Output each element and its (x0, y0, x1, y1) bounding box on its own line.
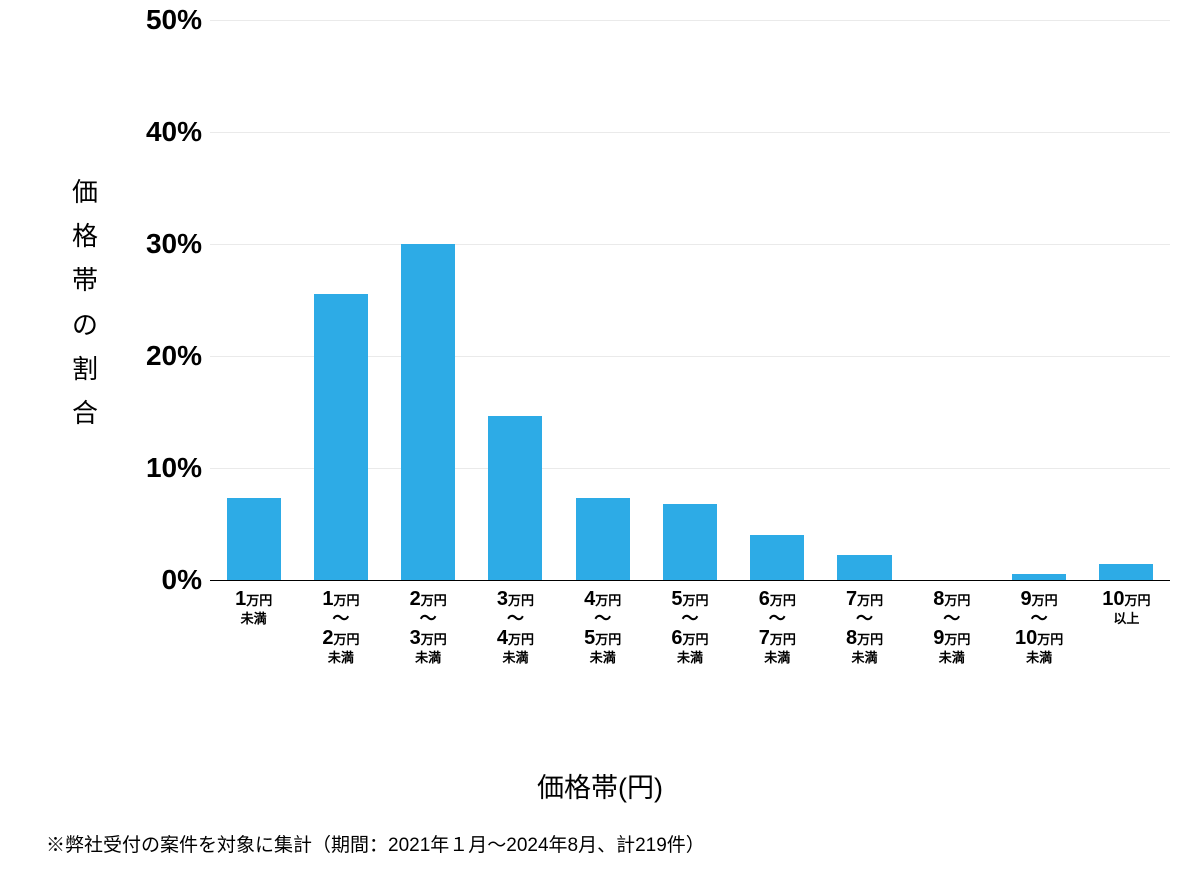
x-axis-category-labels: 1万円未満1万円〜2万円未満2万円〜3万円未満3万円〜4万円未満4万円〜5万円未… (210, 588, 1170, 728)
x-category-label: 1万円未満 (210, 588, 297, 627)
bar (837, 555, 891, 580)
bar (401, 244, 455, 580)
y-axis-title: 価格帯の割合 (70, 170, 100, 435)
y-tick-label: 10% (118, 452, 202, 484)
x-category-label: 7万円〜8万円未満 (821, 588, 908, 666)
y-tick-label: 20% (118, 340, 202, 372)
y-tick-label: 0% (118, 564, 202, 596)
y-tick-label: 40% (118, 116, 202, 148)
bar (750, 535, 804, 580)
x-axis-title: 価格帯(円) (0, 766, 1200, 805)
y-tick-label: 50% (118, 4, 202, 36)
bar (1099, 564, 1153, 580)
bar (576, 498, 630, 580)
price-range-chart: 価格帯の割合 0%10%20%30%40%50% 1万円未満1万円〜2万円未満2… (70, 20, 1170, 660)
bars-group (210, 20, 1170, 580)
bar (227, 498, 281, 580)
x-category-label: 8万円〜9万円未満 (908, 588, 995, 666)
x-category-label: 6万円〜7万円未満 (734, 588, 821, 666)
x-category-label: 9万円〜10万円未満 (995, 588, 1082, 666)
x-category-label: 10万円以上 (1083, 588, 1170, 627)
bar (488, 416, 542, 580)
y-tick-label: 30% (118, 228, 202, 260)
bar (314, 294, 368, 580)
x-category-label: 3万円〜4万円未満 (472, 588, 559, 666)
x-category-label: 5万円〜6万円未満 (646, 588, 733, 666)
x-category-label: 2万円〜3万円未満 (385, 588, 472, 666)
x-category-label: 1万円〜2万円未満 (297, 588, 384, 666)
x-category-label: 4万円〜5万円未満 (559, 588, 646, 666)
chart-footnote: ※弊社受付の案件を対象に集計（期間：2021年１月〜2024年8月、計219件） (46, 830, 705, 857)
bar (663, 504, 717, 580)
x-axis-line (210, 580, 1170, 581)
